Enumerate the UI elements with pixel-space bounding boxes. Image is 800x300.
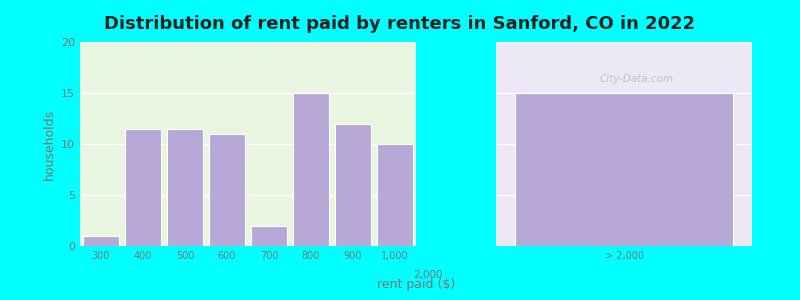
Bar: [335, 124, 371, 246]
Bar: [251, 226, 287, 246]
Text: 2,000: 2,000: [414, 270, 442, 280]
Y-axis label: households: households: [42, 108, 55, 180]
Bar: [125, 129, 161, 246]
Text: rent paid ($): rent paid ($): [377, 278, 455, 291]
Bar: [515, 93, 733, 246]
Bar: [377, 144, 413, 246]
Bar: [83, 236, 119, 246]
Text: Distribution of rent paid by renters in Sanford, CO in 2022: Distribution of rent paid by renters in …: [105, 15, 695, 33]
Bar: [293, 93, 329, 246]
Bar: [167, 129, 203, 246]
Text: City-Data.com: City-Data.com: [600, 74, 674, 84]
Bar: [209, 134, 245, 246]
